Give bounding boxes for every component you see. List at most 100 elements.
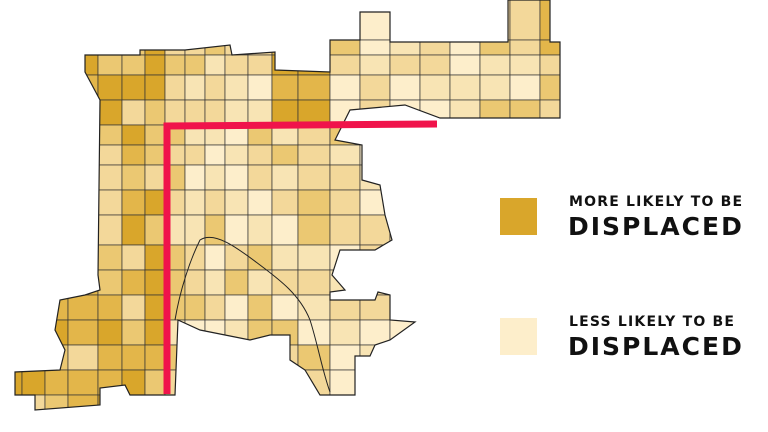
tract [21,99,46,126]
tract [67,124,99,146]
tract [479,74,511,101]
tract [539,74,560,101]
tract [247,99,273,126]
tract [121,54,146,76]
tract [184,394,206,410]
tract [184,319,206,346]
tract [539,189,560,216]
tract [539,394,560,410]
city-boundary [14,0,561,411]
tract [21,214,46,246]
tract [509,144,541,166]
tract [44,144,69,166]
legend-swatch-less [500,318,537,355]
tract [224,99,249,126]
tract [509,99,541,126]
tract [419,144,451,166]
tract [297,344,331,371]
tract [164,74,186,101]
tract [144,319,166,346]
tract [164,0,186,41]
tract [297,144,331,166]
tract [184,0,206,41]
tract [389,344,421,371]
tract [184,244,206,271]
tract [21,164,46,191]
tract [184,39,206,56]
tract [247,164,273,191]
tract [15,269,23,296]
tract [224,394,249,410]
tract [15,319,23,346]
legend-label-line1: LESS LIKELY TO BE [569,314,736,330]
tract [247,54,273,76]
tract [44,164,69,191]
tract [271,214,299,246]
tract [297,269,331,296]
tract [297,0,331,41]
tract [224,39,249,56]
tract [204,394,226,410]
tract [44,99,69,126]
tract [21,394,46,410]
tract [271,144,299,166]
tract [419,124,451,146]
tract [97,124,123,146]
tract [539,54,560,76]
tract [389,294,421,321]
tract [449,164,481,191]
tract [204,244,226,271]
tract [121,394,146,410]
tract [144,0,166,41]
tract [449,344,481,371]
tract [449,54,481,76]
tract [449,294,481,321]
tract [479,144,511,166]
tract [271,294,299,321]
tract [67,214,99,246]
tract [297,164,331,191]
tract [509,0,541,41]
tract [509,124,541,146]
tract [67,164,99,191]
tract [389,244,421,271]
tract [184,74,206,101]
tract [224,54,249,76]
tract [97,369,123,396]
tract [297,394,331,410]
tract [121,369,146,396]
tract [389,124,421,146]
river-line [174,236,331,393]
tract [121,124,146,146]
tract [121,294,146,321]
tract [67,189,99,216]
tract [539,244,560,271]
tract [419,0,451,41]
tract [184,294,206,321]
tract [144,124,166,146]
tract [44,269,69,296]
tract [359,369,391,396]
tract [21,189,46,216]
tract [389,214,421,246]
tract [539,0,560,41]
tract [144,369,166,396]
tract [271,74,299,101]
tract [44,244,69,271]
tract [67,99,99,126]
tract [329,164,361,191]
tract [389,54,421,76]
tract [479,124,511,146]
tract [509,244,541,271]
tract [224,144,249,166]
tract [359,189,391,216]
tract [97,54,123,76]
tract [329,214,361,246]
tract [67,39,99,56]
tract [21,144,46,166]
tract [271,99,299,126]
tract [204,54,226,76]
tract [21,244,46,271]
tract [329,394,361,410]
tract [224,369,249,396]
